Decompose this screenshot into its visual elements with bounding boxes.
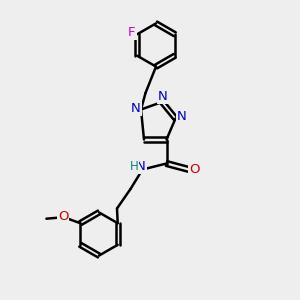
Text: O: O (58, 210, 68, 223)
Text: N: N (177, 110, 187, 124)
Text: N: N (158, 90, 167, 103)
Text: O: O (189, 163, 200, 176)
Text: N: N (136, 160, 146, 173)
Text: H: H (130, 160, 139, 173)
Text: N: N (131, 101, 140, 115)
Text: F: F (128, 26, 136, 39)
